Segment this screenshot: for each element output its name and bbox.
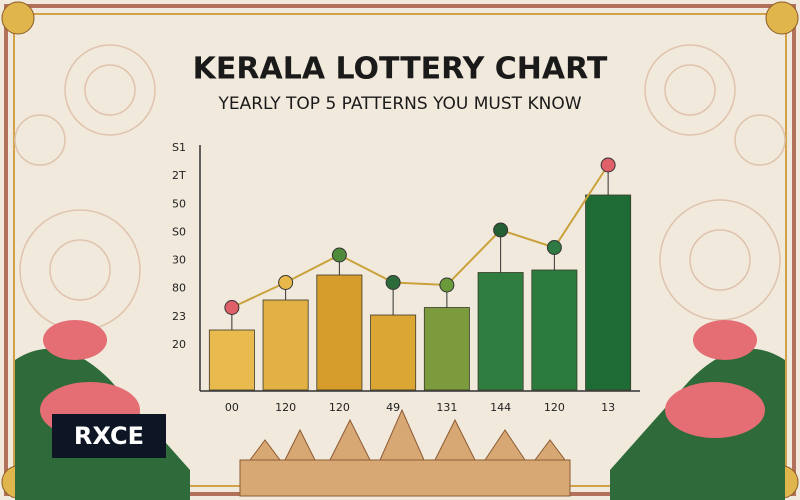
x-tick-label: 13 bbox=[601, 401, 615, 414]
x-tick-label: 144 bbox=[490, 401, 511, 414]
bar bbox=[423, 307, 470, 391]
trend-line bbox=[231, 164, 609, 309]
x-tick-label: 120 bbox=[329, 401, 350, 414]
bar bbox=[477, 272, 524, 391]
y-axis-label: S1 bbox=[172, 141, 186, 154]
trend-dot bbox=[493, 222, 509, 238]
y-axis-label: 2T bbox=[172, 169, 186, 182]
logo-box bbox=[52, 414, 166, 458]
y-axis-label: 50 bbox=[172, 197, 186, 210]
trend-dot bbox=[224, 300, 240, 315]
y-axis-label: 20 bbox=[172, 338, 186, 351]
x-tick-label: 00 bbox=[225, 401, 239, 414]
bar bbox=[316, 274, 363, 391]
x-tick-label: 49 bbox=[386, 401, 400, 414]
trend-dot bbox=[331, 247, 347, 263]
decor-temple bbox=[239, 408, 571, 497]
decor-mandalas bbox=[14, 44, 786, 331]
bar bbox=[585, 194, 632, 391]
bar bbox=[531, 269, 578, 391]
y-axis-label: 80 bbox=[172, 282, 186, 295]
trend-dot bbox=[546, 240, 562, 255]
trend-dot bbox=[600, 157, 616, 173]
trend-dot bbox=[278, 275, 294, 290]
bar bbox=[370, 314, 417, 391]
x-tick-label: 120 bbox=[275, 401, 296, 414]
chart-subtitle: YEARLY TOP 5 PATTERNS YOU MUST KNOW bbox=[217, 94, 581, 114]
x-tick-label: 131 bbox=[436, 401, 457, 414]
x-tick-label: 120 bbox=[544, 401, 565, 414]
y-axis-label: 30 bbox=[172, 254, 186, 267]
bar bbox=[262, 299, 309, 391]
y-axis-label: 23 bbox=[172, 310, 186, 323]
trend-dot bbox=[385, 275, 401, 290]
logo: RXCE bbox=[74, 422, 144, 450]
bar bbox=[208, 329, 255, 391]
chart-title: KERALA LOTTERY CHART bbox=[193, 52, 608, 87]
y-axis-label: S0 bbox=[172, 225, 186, 238]
trend-dot bbox=[439, 277, 455, 293]
